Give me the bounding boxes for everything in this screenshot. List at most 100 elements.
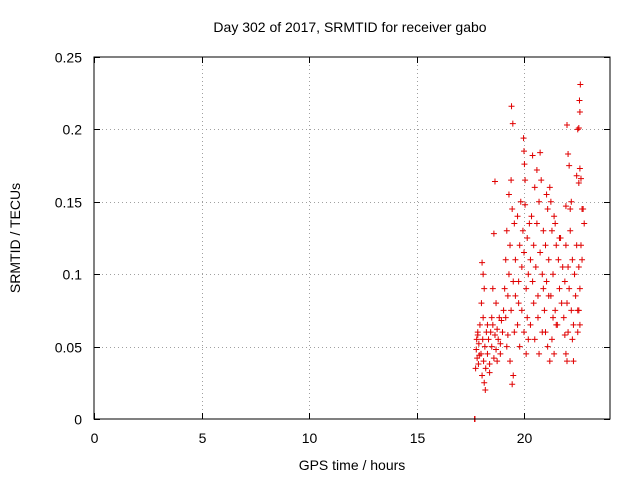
data-point bbox=[565, 263, 572, 270]
data-point bbox=[548, 227, 555, 234]
y-tick-labels: 0 0.05 0.1 0.15 0.2 0.25 bbox=[55, 50, 82, 428]
data-point bbox=[575, 179, 582, 186]
data-point bbox=[540, 227, 547, 234]
data-point bbox=[518, 263, 525, 270]
data-point bbox=[530, 242, 537, 249]
data-point bbox=[504, 292, 511, 299]
data-point bbox=[567, 227, 574, 234]
data-point bbox=[510, 372, 517, 379]
data-point bbox=[562, 350, 569, 357]
data-point bbox=[491, 178, 498, 185]
data-point bbox=[555, 256, 562, 263]
data-point bbox=[570, 358, 577, 365]
data-point bbox=[475, 360, 482, 367]
data-point bbox=[576, 285, 583, 292]
y-tick-label: 0.25 bbox=[55, 50, 82, 66]
data-point bbox=[574, 126, 581, 133]
data-point bbox=[559, 263, 566, 270]
data-point bbox=[508, 177, 515, 184]
data-point bbox=[493, 300, 500, 307]
data-point bbox=[579, 206, 586, 213]
data-point bbox=[481, 343, 488, 350]
data-point bbox=[480, 358, 487, 365]
data-point bbox=[533, 220, 540, 227]
data-point bbox=[490, 355, 497, 362]
plot-frame bbox=[93, 56, 611, 420]
y-tick-label: 0.15 bbox=[55, 195, 82, 211]
data-point bbox=[509, 120, 516, 127]
data-point bbox=[497, 340, 504, 347]
x-tick-label: 10 bbox=[302, 430, 318, 446]
data-point bbox=[487, 329, 494, 336]
data-point bbox=[526, 220, 533, 227]
data-point bbox=[516, 343, 523, 350]
data-point bbox=[521, 161, 528, 168]
data-point bbox=[550, 271, 557, 278]
data-point bbox=[541, 307, 548, 314]
y-tick-label: 0 bbox=[74, 412, 82, 428]
data-point bbox=[574, 329, 581, 336]
data-point bbox=[576, 321, 583, 328]
data-point bbox=[564, 358, 570, 365]
data-point bbox=[537, 149, 544, 156]
data-point bbox=[476, 321, 483, 328]
data-point bbox=[514, 321, 521, 328]
data-point bbox=[543, 191, 550, 198]
data-point bbox=[512, 292, 519, 299]
data-point bbox=[520, 135, 527, 142]
data-point bbox=[551, 213, 558, 220]
x-tick-label: 0 bbox=[91, 430, 99, 446]
data-point bbox=[564, 122, 570, 129]
data-point bbox=[560, 314, 567, 321]
data-point bbox=[486, 369, 493, 376]
x-tick-label: 5 bbox=[199, 430, 207, 446]
data-point bbox=[481, 379, 488, 386]
data-point bbox=[473, 346, 480, 353]
data-point bbox=[576, 165, 583, 172]
data-point bbox=[485, 336, 492, 343]
data-point bbox=[562, 203, 569, 210]
data-point bbox=[490, 230, 497, 237]
data-point bbox=[542, 242, 549, 249]
data-point bbox=[515, 278, 522, 285]
data-point bbox=[531, 184, 538, 191]
data-point bbox=[567, 206, 574, 213]
data-point bbox=[550, 314, 557, 321]
data-point bbox=[503, 343, 510, 350]
data-point bbox=[534, 292, 541, 299]
data-point bbox=[510, 278, 517, 285]
data-point bbox=[540, 285, 547, 292]
data-point bbox=[527, 256, 534, 263]
data-point bbox=[545, 292, 552, 299]
data-point bbox=[512, 256, 519, 263]
x-tick-labels: 0 5 10 15 20 bbox=[91, 430, 533, 446]
data-point bbox=[521, 329, 527, 336]
data-point bbox=[489, 321, 496, 328]
data-point bbox=[474, 332, 481, 339]
data-point bbox=[475, 340, 482, 347]
data-point bbox=[533, 166, 540, 173]
data-point bbox=[569, 256, 576, 263]
data-point bbox=[548, 336, 555, 343]
data-point bbox=[495, 336, 502, 343]
data-point bbox=[569, 336, 576, 343]
data-point bbox=[577, 242, 584, 249]
data-point bbox=[524, 314, 531, 321]
data-point bbox=[532, 263, 539, 270]
data-point bbox=[577, 81, 584, 88]
data-point bbox=[579, 256, 586, 263]
data-point bbox=[553, 242, 560, 249]
data-point bbox=[531, 336, 538, 343]
points-layer bbox=[471, 81, 588, 422]
axis-ticks bbox=[94, 57, 610, 420]
data-point bbox=[501, 285, 508, 292]
data-point bbox=[523, 285, 530, 292]
data-point bbox=[573, 172, 580, 179]
data-point bbox=[568, 198, 575, 205]
data-point bbox=[528, 213, 535, 220]
data-point bbox=[522, 201, 529, 208]
data-point bbox=[494, 326, 501, 333]
data-point bbox=[502, 256, 509, 263]
data-point bbox=[544, 206, 551, 213]
data-point bbox=[536, 198, 543, 205]
